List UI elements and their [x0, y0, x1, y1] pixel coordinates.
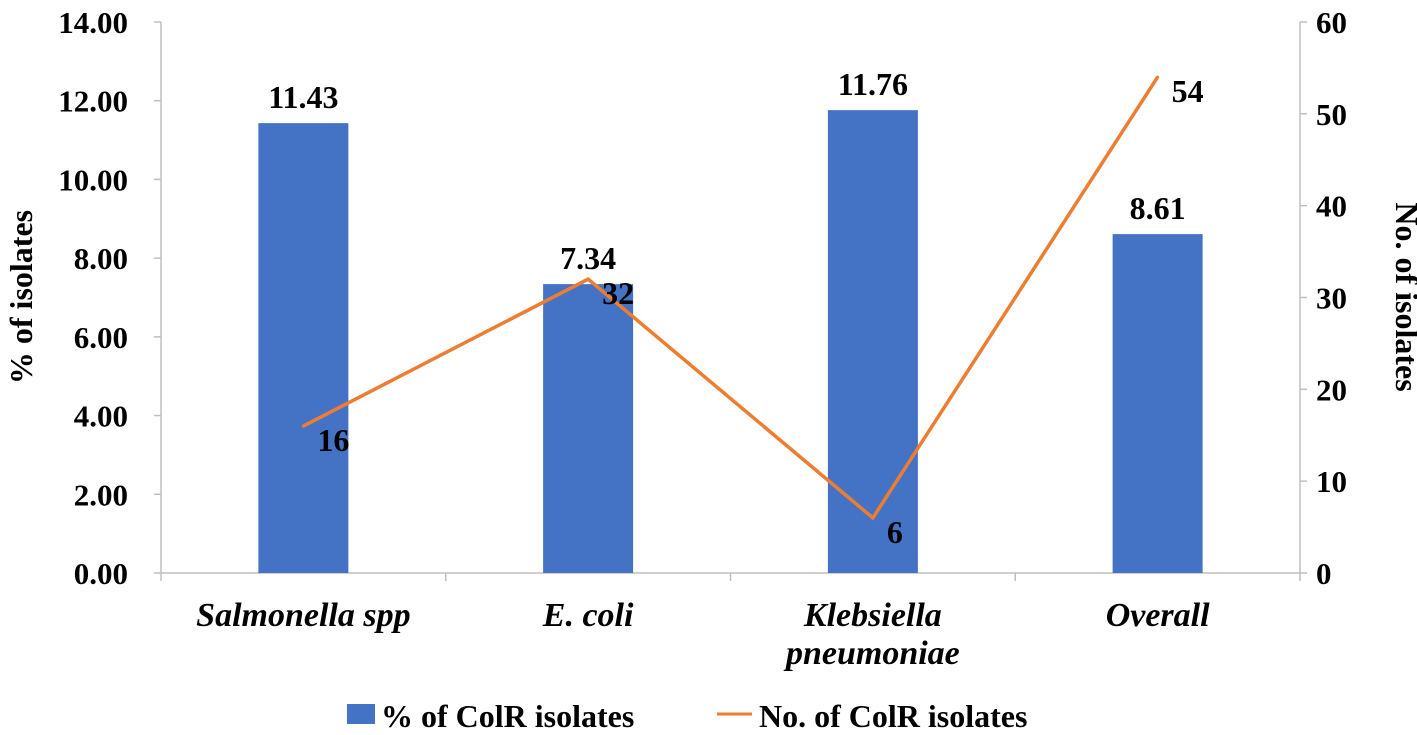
y-left-tick-label: 0.00 — [74, 556, 128, 591]
line-point — [871, 516, 875, 520]
y-left-tick-label: 10.00 — [58, 162, 128, 197]
y-right-tick-label: 40 — [1316, 189, 1347, 224]
line-point — [1156, 75, 1160, 79]
y-left-tick-label: 14.00 — [58, 5, 128, 40]
line-data-label: 54 — [1172, 73, 1204, 109]
bar — [1112, 234, 1203, 573]
y-right-tick-label: 60 — [1316, 5, 1347, 40]
y-right-tick-label: 20 — [1316, 372, 1347, 407]
y-right-tick-label: 30 — [1316, 281, 1347, 316]
x-category-label: Overall — [1106, 597, 1210, 634]
y-right-tick-label: 10 — [1316, 464, 1347, 499]
y-axis-left-title: % of isolates — [3, 210, 39, 384]
bar — [543, 284, 634, 573]
bar — [827, 110, 918, 573]
y-left-tick-label: 4.00 — [74, 399, 128, 434]
x-category-label: pneumoniae — [783, 635, 960, 672]
y-axis-right-title: No. of isolates — [1389, 202, 1417, 391]
bar-data-label: 7.34 — [560, 240, 616, 276]
legend-swatch-bar — [347, 704, 375, 724]
line-series — [302, 76, 1160, 521]
x-category-label: E. coli — [542, 597, 634, 634]
line-data-label: 32 — [602, 275, 634, 311]
plot-area: 0.00 2.00 4.00 6.00 8.00 10.00 12.00 14.00 0 10 20… — [58, 5, 1347, 672]
bar-data-label: 11.43 — [268, 79, 338, 115]
legend-label-line: No. of ColR isolates — [759, 698, 1027, 734]
y-left-tick-label: 2.00 — [74, 477, 128, 512]
line-data-label: 6 — [887, 514, 903, 550]
y-right-tick-label: 50 — [1316, 97, 1347, 132]
y-left-tick-label: 6.00 — [74, 320, 128, 355]
bar-data-label: 8.61 — [1130, 190, 1186, 226]
y-right-tick-label: 0 — [1316, 556, 1332, 591]
y-left-tick-label: 12.00 — [58, 84, 128, 119]
bar-data-label: 11.76 — [838, 66, 908, 102]
y-left-tick-label: 8.00 — [74, 241, 128, 276]
line-data-label: 16 — [317, 422, 349, 458]
legend-label-bar: % of ColR isolates — [381, 698, 634, 734]
line-point — [586, 277, 590, 281]
bar — [258, 123, 349, 573]
line-point — [301, 424, 305, 428]
x-category-label: Klebsiella — [803, 597, 942, 634]
x-category-label: Salmonella spp — [196, 597, 410, 634]
legend: % of ColR isolates No. of ColR isolates — [347, 698, 1027, 734]
